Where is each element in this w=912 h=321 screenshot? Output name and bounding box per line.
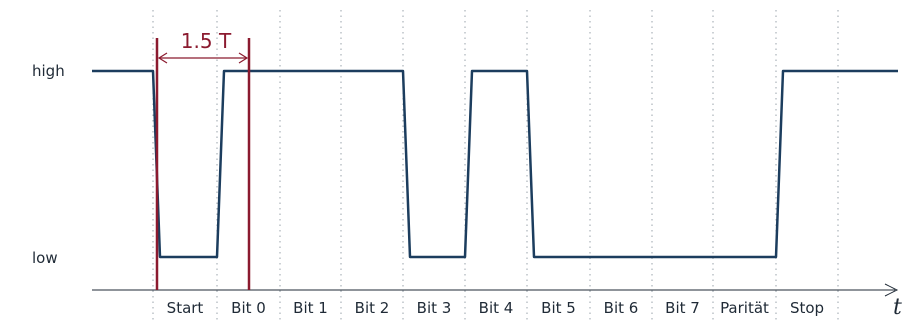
measure-arrowhead-right: [238, 52, 249, 64]
bit-label: Bit 3: [417, 299, 452, 317]
level-label-low: low: [32, 249, 58, 267]
bit-label: Start: [167, 299, 204, 317]
bit-label: Bit 7: [665, 299, 700, 317]
measure-label: 1.5 T: [181, 29, 232, 53]
signal-waveform: [92, 69, 898, 259]
bit-label: Bit 1: [293, 299, 328, 317]
bit-label: Bit 5: [541, 299, 576, 317]
bit-label: Parität: [720, 299, 769, 317]
bit-label: Bit 2: [355, 299, 390, 317]
level-label-high: high: [32, 62, 65, 80]
bit-boundary-grid: [152, 10, 839, 321]
bit-label: Bit 0: [231, 299, 266, 317]
bit-label: Stop: [790, 299, 824, 317]
time-axis-arrowhead: [884, 283, 899, 297]
time-axis-label: t: [893, 295, 902, 320]
bit-labels: Start Bit 0 Bit 1 Bit 2 Bit 3 Bit 4 Bit 5 Bit 6…: [167, 299, 824, 317]
measure-arrowhead-left: [157, 52, 168, 64]
bit-label: Bit 6: [604, 299, 639, 317]
bit-label: Bit 4: [479, 299, 514, 317]
